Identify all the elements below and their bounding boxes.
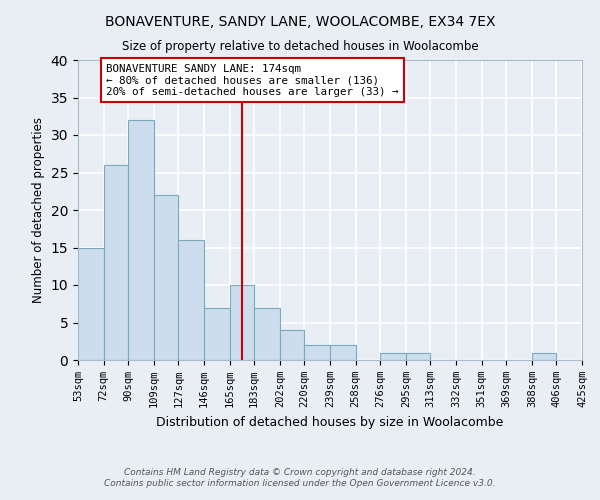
Bar: [230, 285, 254, 360]
Bar: [532, 352, 556, 360]
Bar: [154, 195, 178, 360]
Y-axis label: Number of detached properties: Number of detached properties: [32, 117, 45, 303]
Bar: [380, 352, 406, 360]
Bar: [254, 308, 280, 360]
Text: Contains HM Land Registry data © Crown copyright and database right 2024.
Contai: Contains HM Land Registry data © Crown c…: [104, 468, 496, 487]
Bar: [204, 308, 230, 360]
Bar: [304, 345, 330, 360]
Bar: [78, 248, 104, 360]
Text: BONAVENTURE, SANDY LANE, WOOLACOMBE, EX34 7EX: BONAVENTURE, SANDY LANE, WOOLACOMBE, EX3…: [105, 15, 495, 29]
Bar: [104, 165, 128, 360]
Text: BONAVENTURE SANDY LANE: 174sqm
← 80% of detached houses are smaller (136)
20% of: BONAVENTURE SANDY LANE: 174sqm ← 80% of …: [106, 64, 399, 97]
Bar: [128, 120, 154, 360]
Bar: [330, 345, 356, 360]
X-axis label: Distribution of detached houses by size in Woolacombe: Distribution of detached houses by size …: [157, 416, 503, 428]
Bar: [280, 330, 304, 360]
Bar: [178, 240, 204, 360]
Bar: [406, 352, 430, 360]
Text: Size of property relative to detached houses in Woolacombe: Size of property relative to detached ho…: [122, 40, 478, 53]
